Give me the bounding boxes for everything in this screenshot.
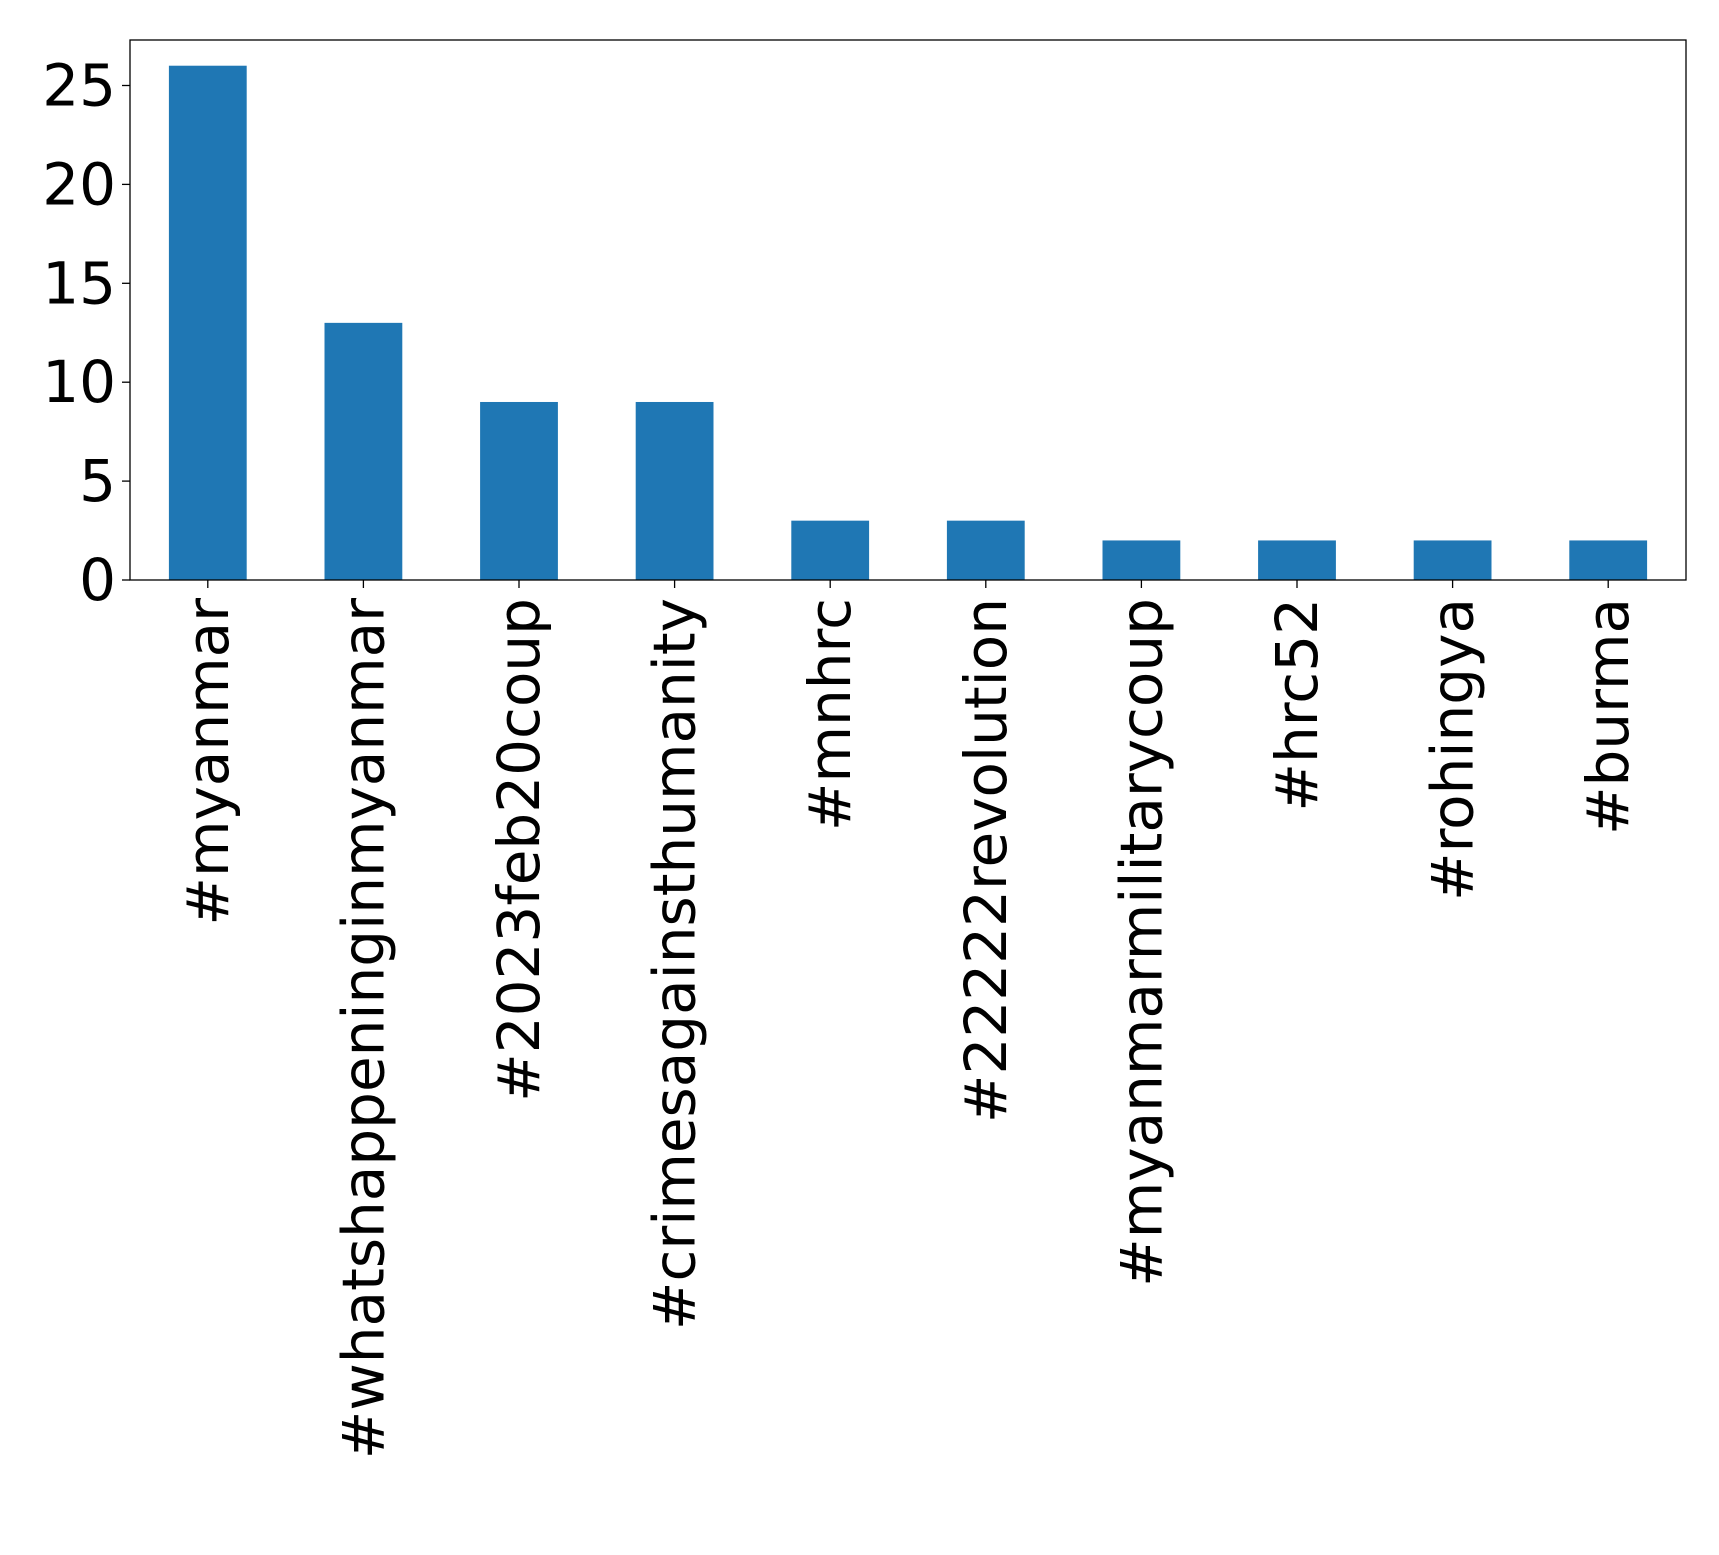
- bar-4: [791, 520, 870, 580]
- bar-2: [480, 401, 558, 580]
- y-axis-ticks: 0 5 10 15 20 25: [42, 51, 130, 614]
- bars-group: [168, 65, 1648, 580]
- y-tick-label-5: 25: [42, 51, 116, 119]
- plot-frame: [129, 39, 1687, 581]
- x-tick-label-5: #22222revolution: [952, 598, 1020, 1123]
- x-tick-label-4: #mnhrc: [796, 598, 864, 831]
- x-tick-label-3: #crimesagainsthumanity: [641, 598, 709, 1330]
- y-tick-label-3: 15: [42, 249, 116, 317]
- x-tick-label-9: #burma: [1574, 598, 1642, 835]
- x-tick-label-1: #whatshappeninginmyanmar: [329, 598, 397, 1459]
- x-tick-label-6: #myanmarmilitarycoup: [1107, 598, 1175, 1287]
- bar-8: [1413, 540, 1492, 580]
- x-tick-label-8: #rohingya: [1419, 598, 1487, 901]
- y-tick-label-4: 20: [42, 150, 116, 218]
- x-tick-label-7: #hrc52: [1263, 598, 1331, 812]
- x-axis-ticks: #myanmar #whatshappeninginmyanmar #2023feb…: [174, 580, 1642, 1459]
- bar-7: [1258, 540, 1336, 580]
- bar-5: [946, 520, 1025, 580]
- y-tick-label-2: 10: [42, 348, 116, 416]
- bar-6: [1102, 540, 1181, 580]
- bar-3: [635, 401, 714, 580]
- bar-0: [168, 65, 247, 580]
- x-tick-label-0: #myanmar: [174, 598, 242, 926]
- bar-9: [1569, 540, 1648, 580]
- y-tick-label-0: 0: [79, 546, 116, 614]
- y-tick-label-1: 5: [79, 447, 116, 515]
- bar-1: [324, 322, 403, 580]
- x-tick-label-2: #2023feb20coup: [485, 598, 553, 1102]
